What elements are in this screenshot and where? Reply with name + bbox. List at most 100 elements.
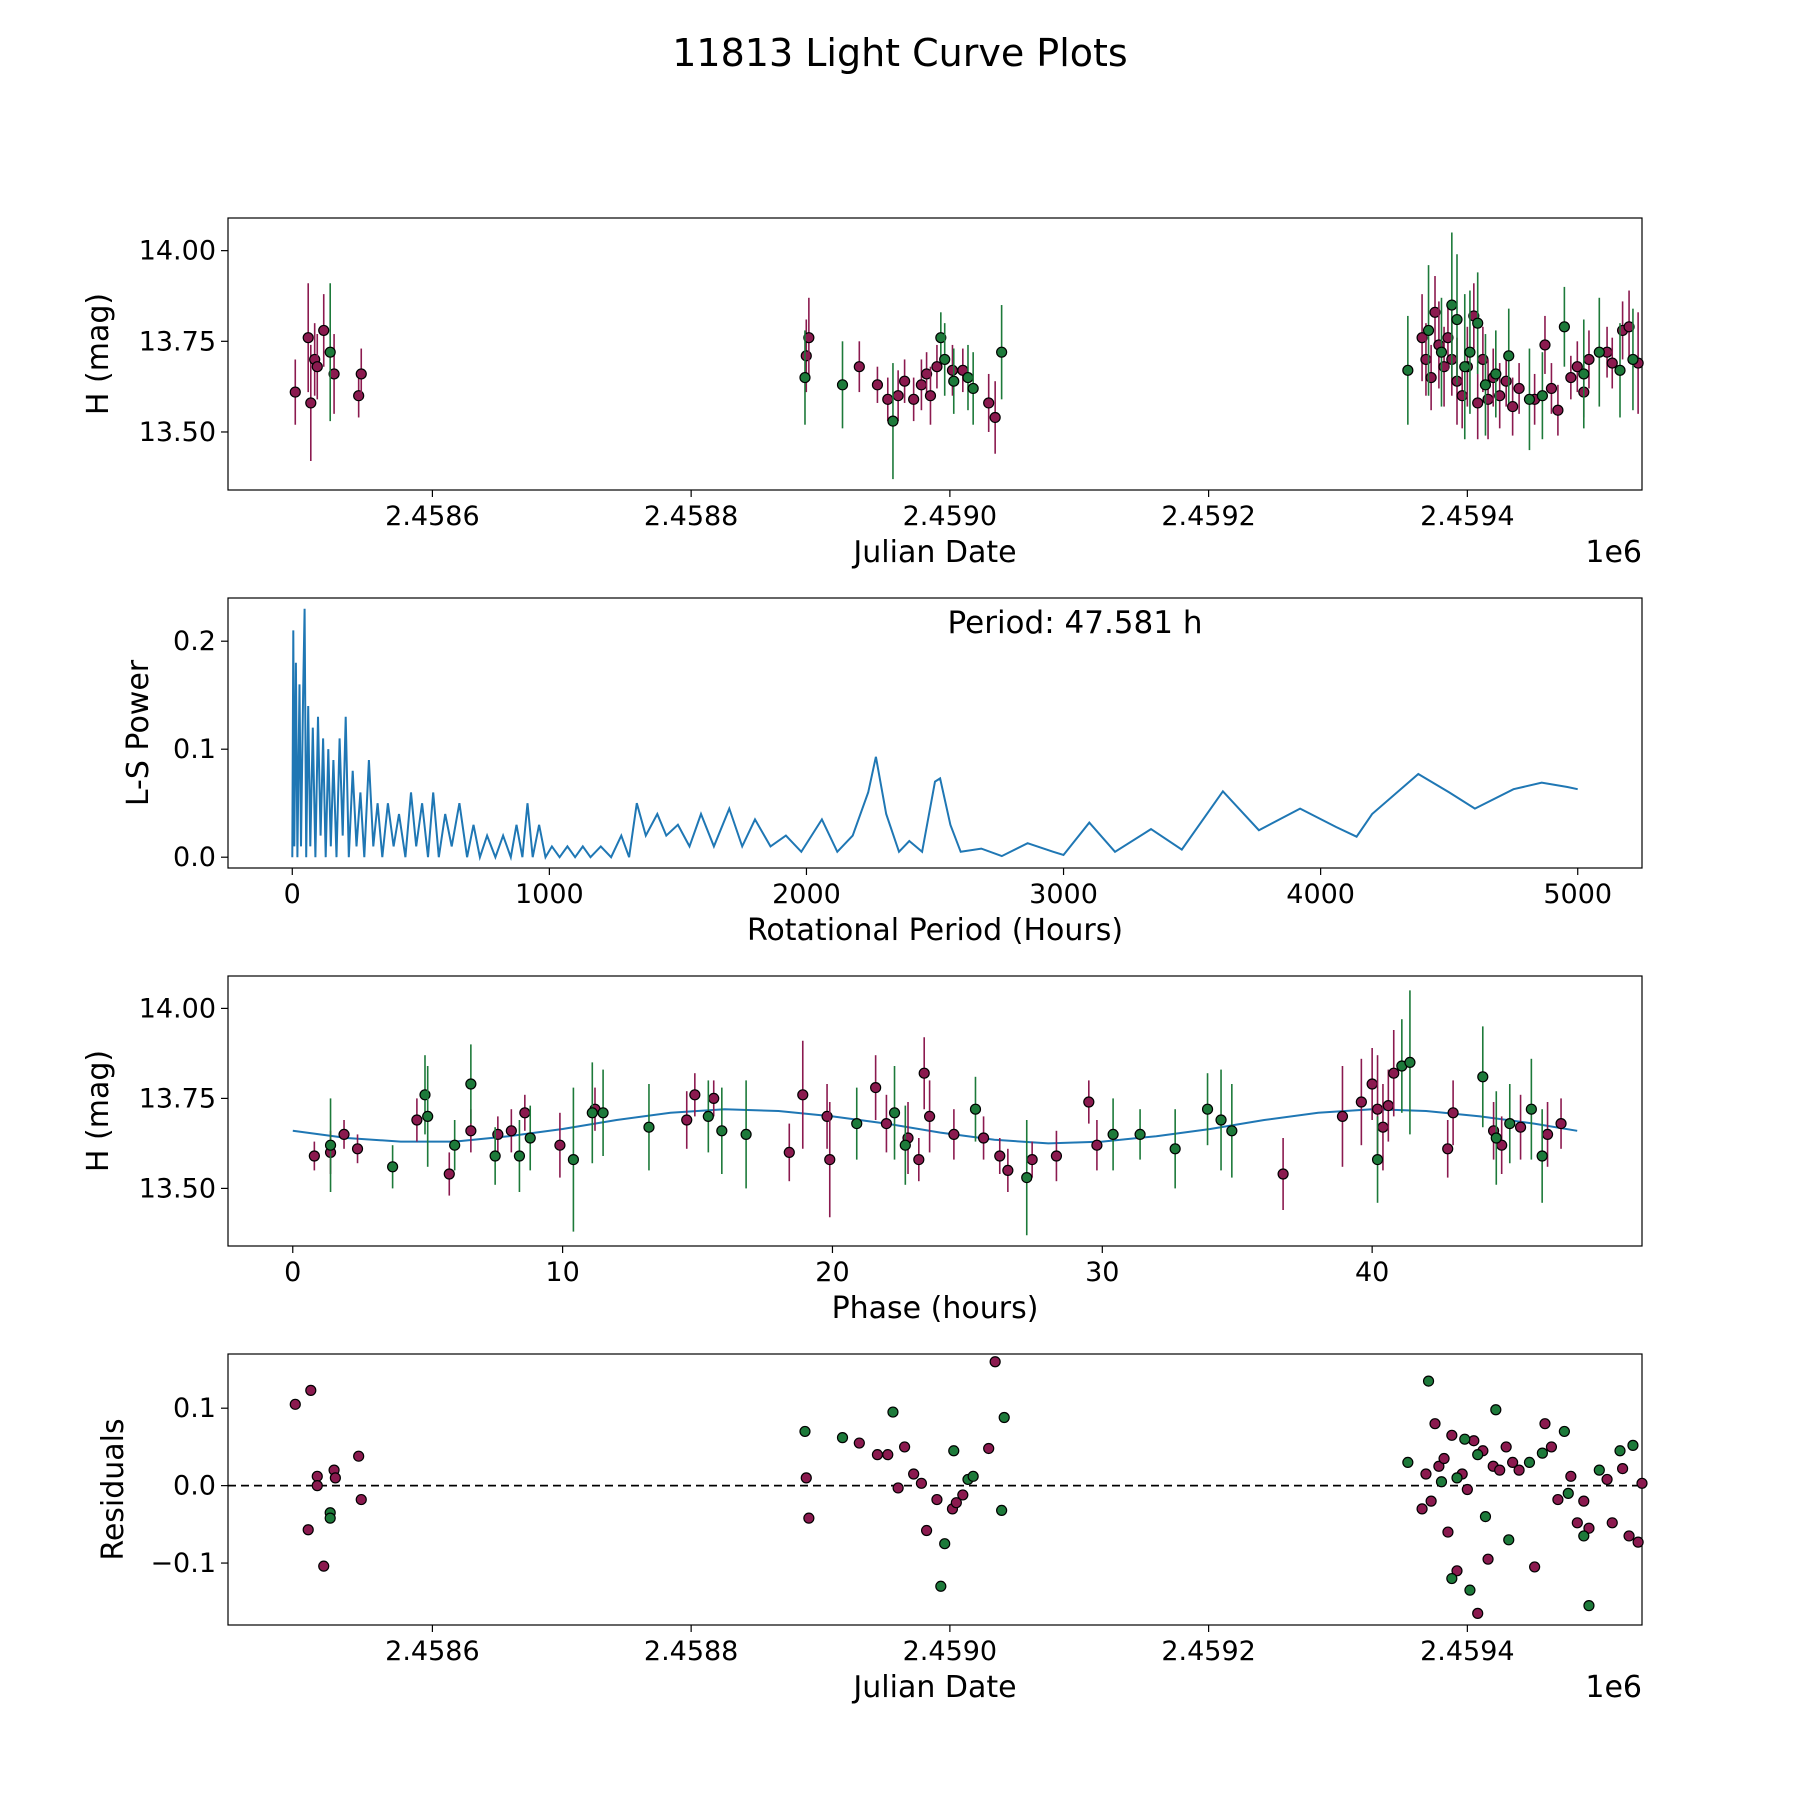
lightcurve-point-maroon [1494,390,1506,402]
phased-point-maroon [1447,1107,1459,1119]
residuals-point-green [1402,1456,1414,1469]
lightcurve-x-tick-label: 2.4588 [644,501,738,532]
residuals-y-tick-label: 0.1 [173,1393,216,1424]
residuals-y-tick-label: 0.0 [173,1471,216,1502]
residuals-point-green [1422,1375,1435,1387]
residuals-point-maroon [1616,1462,1629,1475]
lightcurve-point-green [799,371,811,384]
phased-point-maroon [913,1153,925,1166]
residuals-point-maroon [989,1356,1001,1368]
lightcurve-point-maroon [1623,321,1635,333]
residuals-x-tick-label: 2.4590 [903,1636,997,1667]
residuals-point-green [1627,1439,1639,1451]
lightcurve-point-green [1578,368,1590,380]
lightcurve-point-maroon [1565,371,1577,384]
phased-point-green [449,1139,461,1151]
lightcurve-point-maroon [1429,306,1441,318]
residuals-point-green [1435,1476,1448,1488]
lightcurve-point-maroon [1425,371,1437,384]
lightcurve-point-maroon [871,379,884,391]
residuals-point-maroon [1565,1470,1577,1482]
residuals-y-axis-label: Residuals [96,1418,131,1560]
lightcurve-point-green [1558,321,1570,333]
residuals-point-maroon [1552,1493,1564,1506]
periodogram-x-tick-label: 1000 [515,879,584,910]
phased-point-maroon [554,1139,566,1151]
lightcurve-point-maroon [1416,332,1428,344]
residuals-point-maroon [1606,1517,1618,1529]
residuals-point-maroon [302,1524,314,1536]
phased-point-green [1107,1128,1119,1141]
phased-point-maroon [308,1150,320,1162]
lightcurve-point-green [1464,346,1476,358]
periodogram-y-tick-label: 0.1 [173,734,216,765]
residuals-point-green [1523,1456,1536,1469]
phased-x-tick-label: 20 [815,1257,849,1288]
lightcurve-point-maroon [1477,353,1489,366]
residuals-point-maroon [882,1449,894,1461]
residuals-point-maroon [1482,1553,1494,1565]
residuals-point-green [1578,1530,1590,1542]
residuals-point-green [1459,1433,1471,1445]
residuals-point-green [1446,1572,1458,1585]
lightcurve-point-maroon [311,361,323,373]
phased-point-green [702,1110,714,1123]
phased-y-axis-label: H (mag) [81,1050,116,1172]
lightcurve-point-maroon [328,368,340,380]
residuals-point-maroon [318,1560,330,1572]
residuals-point-maroon [311,1470,323,1482]
phased-point-green [597,1107,609,1119]
residuals-point-maroon [800,1472,812,1484]
lightcurve-point-maroon [1552,404,1564,416]
residuals-point-maroon [289,1398,301,1410]
lightcurve-point-green [836,379,849,391]
phased-point-maroon [443,1168,455,1180]
residuals-point-maroon [1416,1503,1428,1515]
lightcurve-point-maroon [302,332,314,344]
phased-point-maroon [1002,1164,1014,1177]
residuals-point-maroon [957,1489,969,1501]
phased-point-maroon [1336,1110,1349,1123]
residuals-point-maroon [915,1477,928,1489]
phased-point-maroon [411,1114,423,1126]
phased-point-maroon [689,1089,701,1101]
phased-point-green [422,1110,434,1123]
panel-periodogram: 0 1000 2000 3000 4000 5000 0.0 0.1 0.2 Rotational… [121,597,1643,948]
panel-residuals: 2.4586 2.4588 2.4590 2.4592 2.4594 −0.1 0.0 0.1… [96,1353,1648,1705]
residuals-point-maroon [1636,1477,1648,1489]
phased-point-green [489,1150,501,1162]
phased-point-maroon [1555,1117,1567,1130]
lightcurve-point-maroon [1500,375,1512,387]
lightcurve-point-maroon [1545,382,1558,395]
lightcurve-point-green [939,353,951,366]
phased-point-green [851,1117,863,1130]
lightcurve-point-maroon [1606,357,1618,369]
lightcurve-point-green [887,415,899,427]
periodogram-x-tick-label: 5000 [1543,879,1612,910]
phased-point-maroon [880,1117,893,1130]
residuals-point-maroon [1451,1565,1463,1577]
residuals-point-maroon [1433,1460,1445,1472]
periodogram-x-axis-label: Rotational Period (Hours) [747,913,1123,948]
phased-point-green [1504,1117,1516,1130]
residuals-x-tick-label: 2.4588 [644,1636,738,1667]
periodogram-y-axis-label: L-S Power [121,659,156,806]
lightcurve-point-maroon [1571,361,1583,373]
phased-point-maroon [519,1107,531,1119]
residuals-point-green [1583,1600,1595,1612]
phased-point-maroon [1050,1150,1063,1162]
residuals-point-green [998,1411,1010,1424]
phased-point-maroon [1366,1078,1378,1090]
lightcurve-point-maroon [983,397,995,409]
residuals-point-green [1536,1447,1548,1459]
residuals-point-maroon [1494,1464,1506,1476]
residuals-point-green [1503,1534,1515,1546]
lightcurve-point-maroon [924,390,937,402]
phased-point-maroon [994,1150,1006,1162]
panel-phased: 0 10 20 30 40 13.50 13.75 14.00 Phase (hours) H (… [81,975,1643,1326]
phased-x-tick-label: 40 [1355,1257,1389,1288]
residuals-point-maroon [853,1437,865,1449]
phased-point-maroon [1442,1143,1454,1155]
residuals-point-maroon [1438,1452,1450,1465]
lightcurve-y-axis-label: H (mag) [81,293,116,415]
